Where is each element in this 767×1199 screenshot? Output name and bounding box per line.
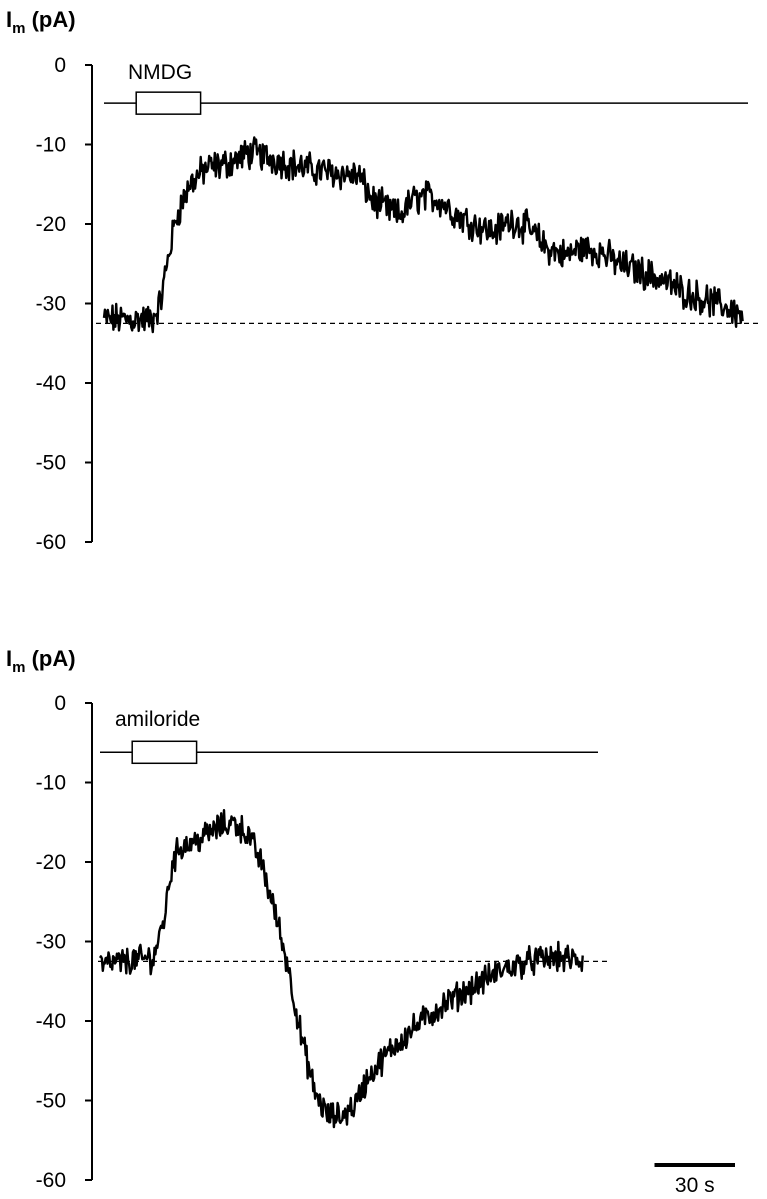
y-tick-label: -40 [36,372,66,395]
panel-bottom: Im (pA) 0 -10 -20 -30 -40 -50 -60 amiloride [6,646,608,1192]
y-tick-label: -40 [36,1010,66,1033]
drug-application-bar [104,91,748,115]
y-tick-label: -30 [36,293,66,316]
y-tick-label: -20 [36,213,66,236]
trace-line [102,136,744,334]
y-tick-label: -30 [36,931,66,954]
drug-label-amiloride: amiloride [115,708,200,731]
y-tick-label: -10 [36,772,66,795]
time-scale-bar: 30 s [654,1163,735,1197]
drug-application-box [131,740,198,765]
y-tick-label: -20 [36,851,66,874]
y-tick-label: -50 [36,452,66,475]
panel-top: Im (pA) 0 -10 -20 -30 -40 -50 -60 NMDG [6,7,762,554]
y-ticks: 0 -10 -20 -30 -40 -50 -60 [36,54,92,554]
drug-application-bar [100,740,598,765]
y-ticks: 0 -10 -20 -30 -40 -50 -60 [36,692,92,1192]
y-axis-label: Im (pA) [6,7,76,37]
y-tick-label: -50 [36,1090,66,1113]
y-tick-label: 0 [54,692,66,715]
drug-label-nmdg: NMDG [128,61,192,84]
current-trace [98,809,584,1129]
y-tick-label: 0 [54,54,66,77]
y-tick-label: -60 [36,531,66,554]
y-tick-label: -60 [36,1169,66,1192]
drug-application-box [135,91,202,115]
y-tick-label: -10 [36,134,66,157]
y-axis-label: Im (pA) [6,646,76,676]
trace-line [98,809,584,1129]
scale-bar-label: 30 s [675,1174,715,1197]
current-trace [102,136,744,334]
